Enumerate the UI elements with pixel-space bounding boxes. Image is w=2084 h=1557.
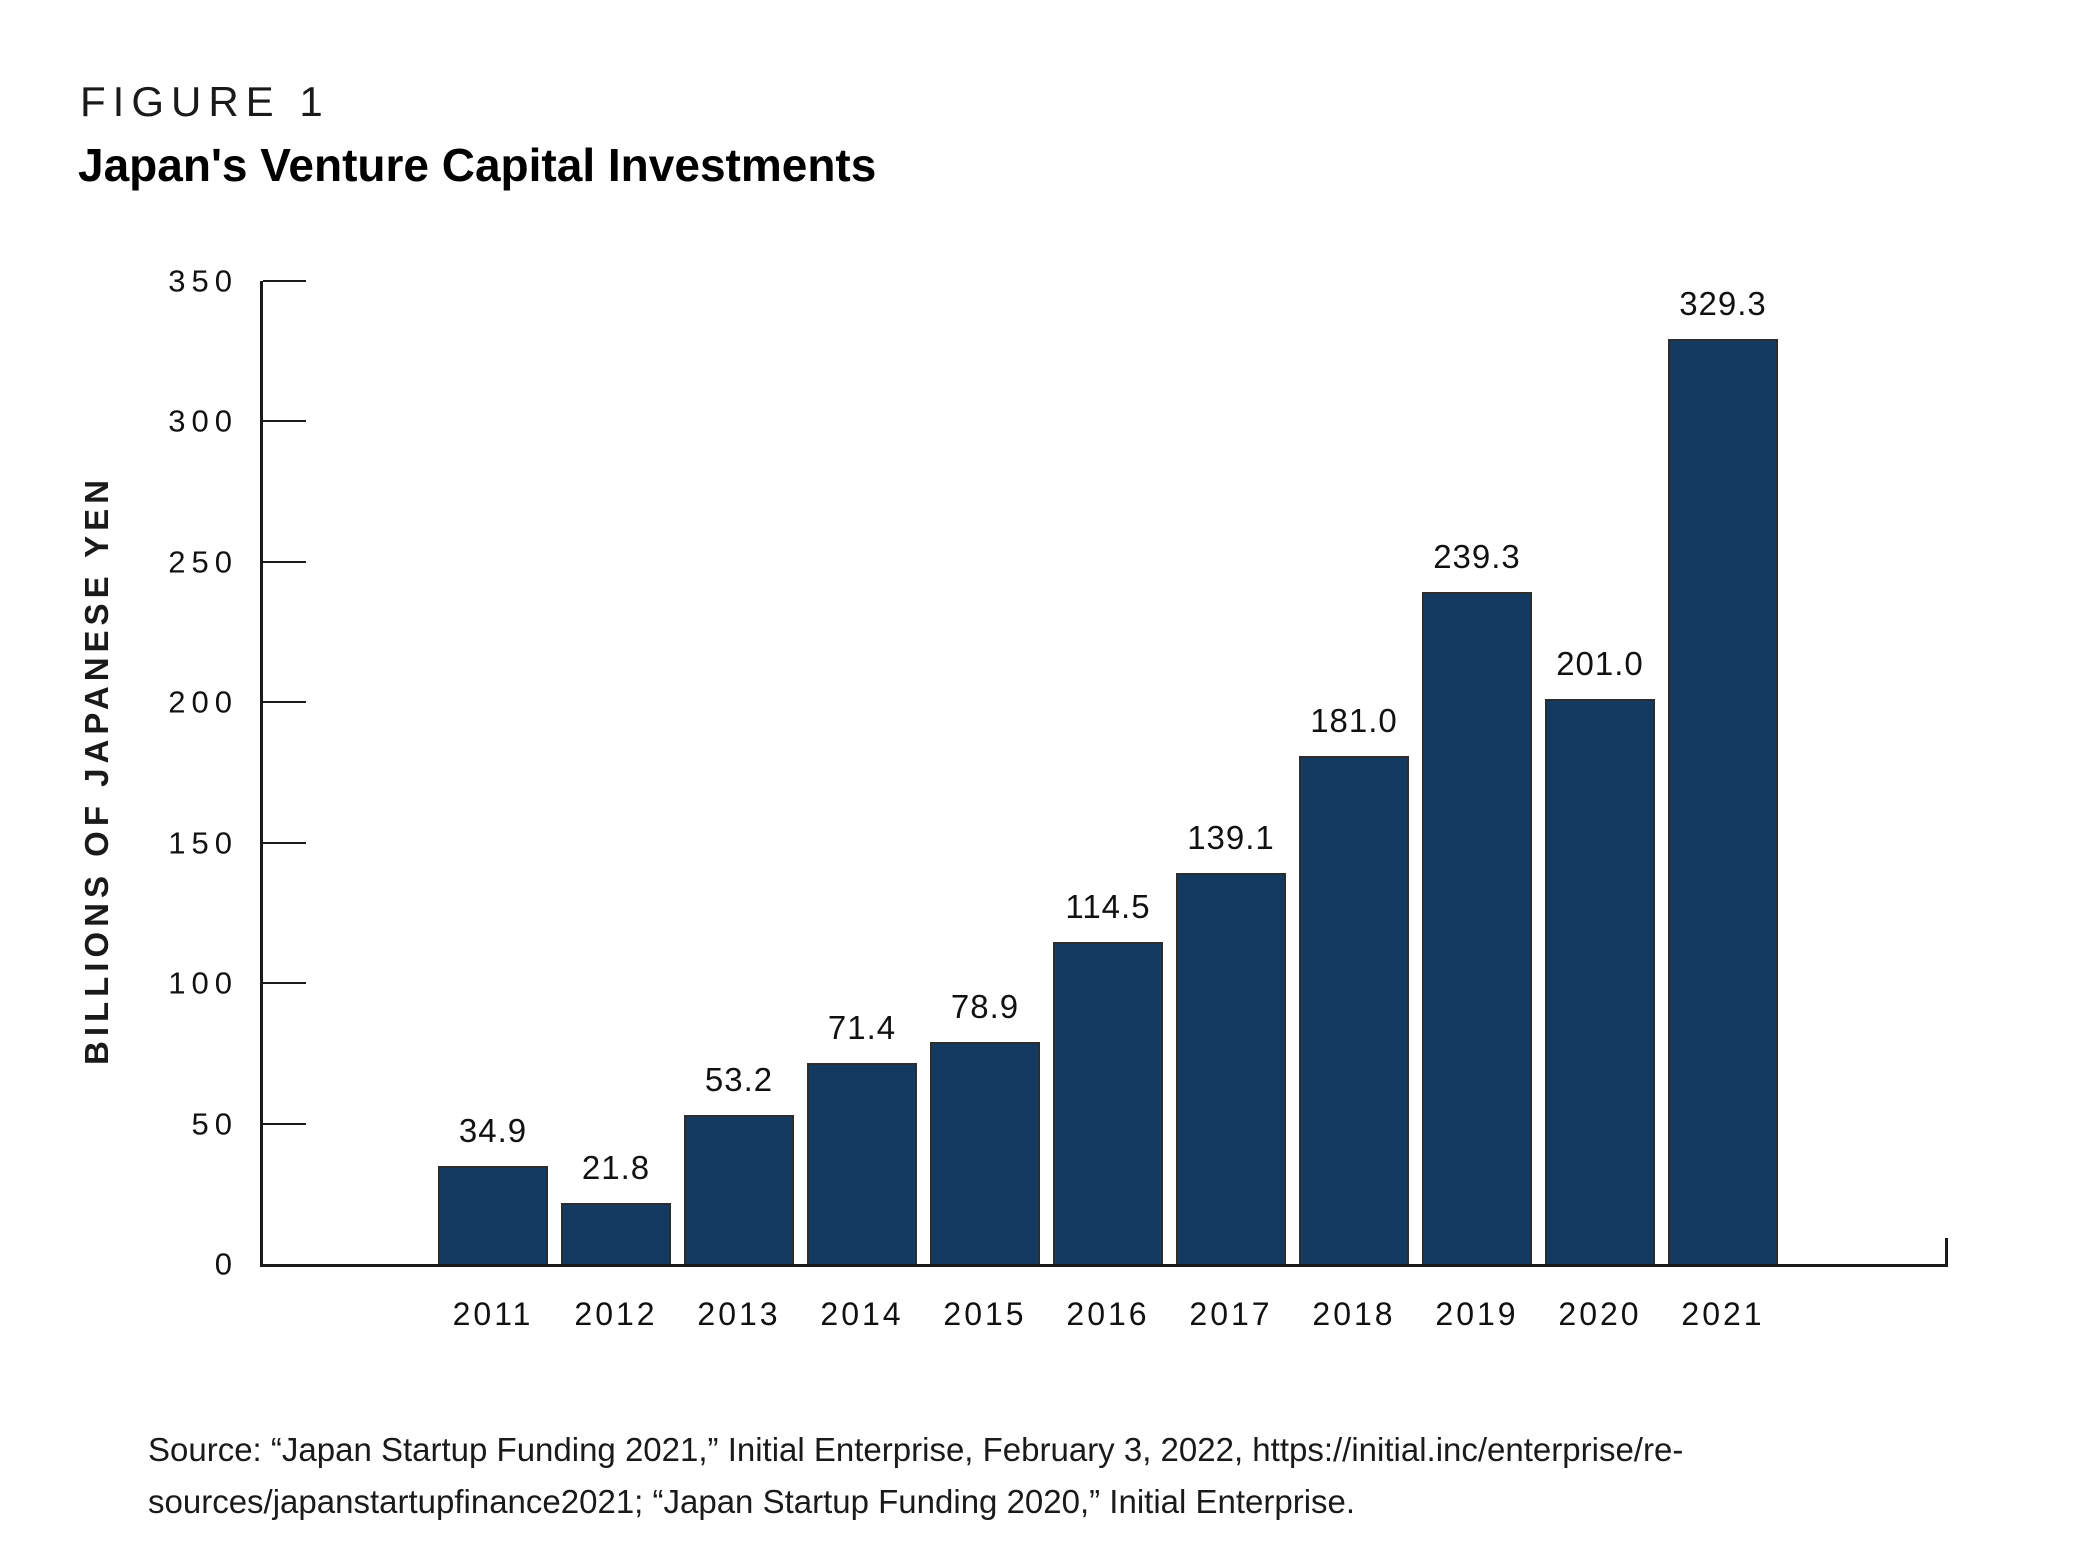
x-tick-label-2017: 2017	[1189, 1296, 1273, 1332]
y-tick-line-250	[263, 560, 306, 563]
y-tick-label-350: 350	[168, 263, 238, 299]
bar-value-label-2018: 181.0	[1310, 701, 1398, 739]
bar-2012	[561, 1202, 671, 1264]
y-tick-label-300: 300	[168, 403, 238, 439]
y-tick-line-350	[263, 280, 306, 282]
bar-value-label-2017: 139.1	[1187, 819, 1275, 857]
bar-2013	[684, 1114, 794, 1264]
y-tick-line-50	[263, 1122, 306, 1125]
bar-value-label-2013: 53.2	[704, 1060, 774, 1098]
y-tick-label-250: 250	[168, 544, 238, 580]
y-tick-line-200	[263, 701, 306, 704]
x-tick-label-2016: 2016	[1066, 1296, 1150, 1332]
bar-value-label-2021: 329.3	[1679, 285, 1767, 323]
bar-2017	[1176, 873, 1286, 1264]
x-tick-label-2018: 2018	[1312, 1296, 1396, 1332]
y-tick-line-300	[263, 420, 306, 423]
bar-2015	[930, 1042, 1040, 1264]
bar-value-label-2019: 239.3	[1433, 537, 1521, 575]
bar-2020	[1545, 699, 1655, 1264]
bar-value-label-2020: 201.0	[1556, 645, 1644, 683]
bar-value-label-2015: 78.9	[950, 988, 1020, 1026]
y-tick-line-100	[263, 982, 306, 985]
source-line-2: sources/japanstartupfinance2021; “Japan …	[148, 1483, 1356, 1520]
bar-value-label-2014: 71.4	[827, 1009, 897, 1047]
x-tick-label-2021: 2021	[1681, 1296, 1765, 1332]
bar-2014	[807, 1063, 917, 1264]
source-note: Source: “Japan Startup Funding 2021,” In…	[148, 1424, 1948, 1528]
y-tick-label-100: 100	[168, 965, 238, 1001]
bar-value-label-2012: 21.8	[581, 1148, 651, 1186]
page-title: Japan's Venture Capital Investments	[78, 139, 877, 191]
x-tick-label-2014: 2014	[820, 1296, 904, 1332]
y-tick-label-50: 50	[191, 1106, 238, 1142]
bar-value-label-2016: 114.5	[1065, 888, 1151, 926]
x-axis-end-tick	[1945, 1238, 1948, 1264]
bar-2016	[1053, 942, 1163, 1264]
x-tick-label-2019: 2019	[1435, 1296, 1519, 1332]
bar-2011	[438, 1165, 548, 1264]
bar-2018	[1299, 755, 1409, 1264]
source-line-1: Source: “Japan Startup Funding 2021,” In…	[148, 1431, 1684, 1468]
y-tick-label-0: 0	[214, 1246, 238, 1282]
y-tick-label-150: 150	[168, 825, 238, 861]
bar-value-label-2011: 34.9	[458, 1111, 528, 1149]
y-tick-line-150	[263, 841, 306, 844]
x-tick-label-2013: 2013	[697, 1296, 781, 1332]
x-tick-label-2020: 2020	[1558, 1296, 1642, 1332]
bar-2019	[1422, 591, 1532, 1264]
bar-2021	[1668, 339, 1778, 1264]
plot-area: 0 50 100 150 200 250 300 350 34.9 2011 21.8 2012 53.…	[168, 266, 1948, 1332]
x-tick-label-2015: 2015	[943, 1296, 1027, 1332]
y-axis-title: BILLIONS OF JAPANESE YEN	[78, 474, 115, 1066]
x-tick-label-2011: 2011	[452, 1296, 534, 1332]
x-tick-label-2012: 2012	[574, 1296, 658, 1332]
figure-label: FIGURE 1	[80, 78, 330, 125]
y-tick-label-200: 200	[168, 684, 238, 720]
